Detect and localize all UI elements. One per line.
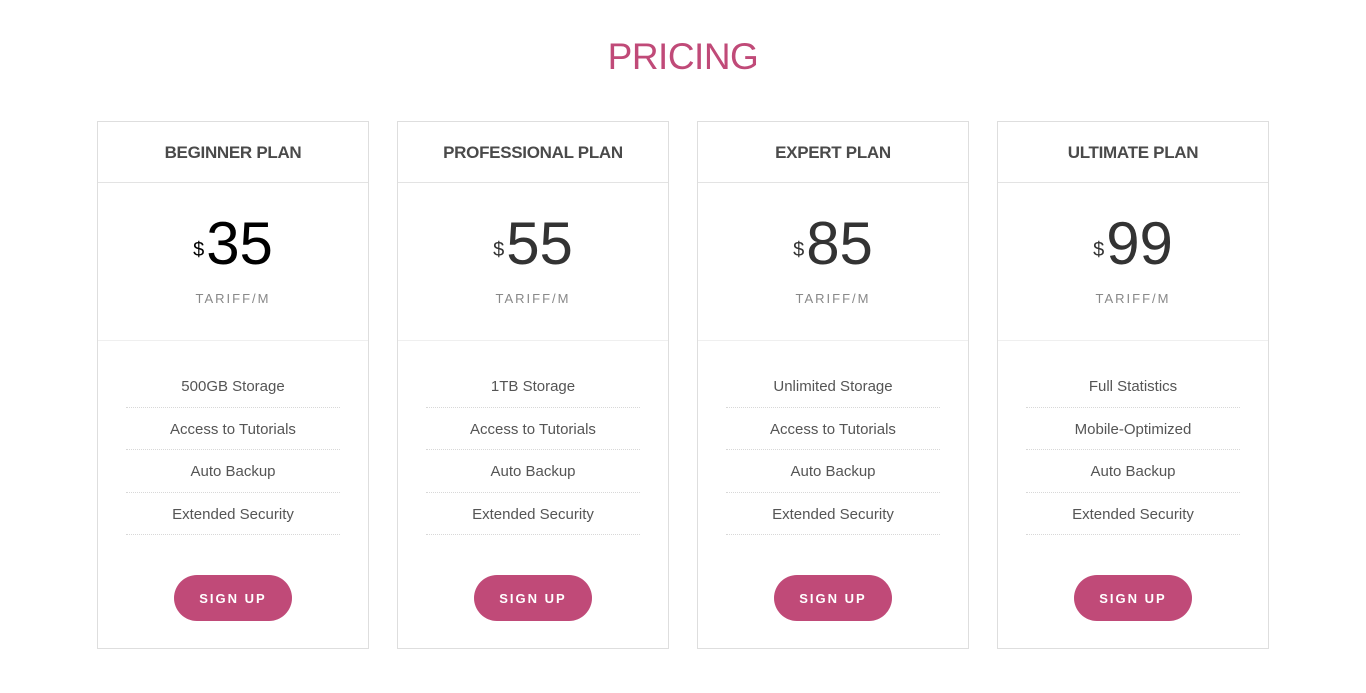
price-period: TARIFF/M	[1095, 291, 1171, 306]
sign-up-button[interactable]: SIGN UP	[474, 575, 592, 621]
currency-symbol: $	[493, 239, 505, 261]
price-value: 85	[806, 210, 873, 277]
pricing-card: EXPERT PLAN $85 TARIFF/M Unlimited Stora…	[697, 121, 969, 649]
plan-name: ULTIMATE PLAN	[998, 122, 1268, 183]
feature-item: Access to Tutorials	[426, 408, 640, 450]
pricing-card: PROFESSIONAL PLAN $55 TARIFF/M 1TB Stora…	[397, 121, 669, 649]
feature-item: Unlimited Storage	[726, 365, 940, 408]
feature-list: 1TB Storage Access to Tutorials Auto Backu…	[398, 365, 668, 535]
price-period: TARIFF/M	[795, 291, 871, 306]
feature-list: 500GB Storage Access to Tutorials Auto Bac…	[98, 365, 368, 535]
pricing-card: ULTIMATE PLAN $99 TARIFF/M Full Statisti…	[997, 121, 1269, 649]
feature-item: Extended Security	[126, 493, 340, 535]
feature-item: Mobile-Optimized	[1026, 408, 1240, 450]
plan-price: $35	[98, 209, 368, 279]
feature-list: Unlimited Storage Access to Tutorials Auto…	[698, 365, 968, 535]
feature-item: Access to Tutorials	[726, 408, 940, 450]
plan-name: PROFESSIONAL PLAN	[398, 122, 668, 183]
feature-item: Auto Backup	[726, 450, 940, 493]
price-period: TARIFF/M	[195, 291, 271, 306]
feature-item: Auto Backup	[426, 450, 640, 493]
price-value: 35	[206, 210, 273, 277]
plan-name: BEGINNER PLAN	[98, 122, 368, 183]
feature-item: Auto Backup	[126, 450, 340, 493]
sign-up-button[interactable]: SIGN UP	[174, 575, 292, 621]
price-period: TARIFF/M	[495, 291, 571, 306]
feature-item: Extended Security	[426, 493, 640, 535]
page-title: PRICING	[607, 36, 759, 77]
feature-item: 1TB Storage	[426, 365, 640, 408]
currency-symbol: $	[793, 239, 805, 261]
pricing-card: BEGINNER PLAN $35 TARIFF/M 500GB Storage…	[97, 121, 369, 649]
feature-item: Full Statistics	[1026, 365, 1240, 408]
plan-name: EXPERT PLAN	[698, 122, 968, 183]
currency-symbol: $	[193, 239, 205, 261]
price-value: 55	[506, 210, 573, 277]
currency-symbol: $	[1093, 239, 1105, 261]
price-value: 99	[1106, 210, 1173, 277]
plan-price: $55	[398, 209, 668, 279]
feature-item: Auto Backup	[1026, 450, 1240, 493]
price-section: $55 TARIFF/M	[398, 183, 668, 341]
feature-item: Extended Security	[726, 493, 940, 535]
sign-up-button[interactable]: SIGN UP	[774, 575, 892, 621]
price-section: $85 TARIFF/M	[698, 183, 968, 341]
feature-item: Extended Security	[1026, 493, 1240, 535]
sign-up-button[interactable]: SIGN UP	[1074, 575, 1192, 621]
price-section: $35 TARIFF/M	[98, 183, 368, 341]
feature-list: Full Statistics Mobile-Optimized Auto Back…	[998, 365, 1268, 535]
feature-item: 500GB Storage	[126, 365, 340, 408]
plan-price: $85	[698, 209, 968, 279]
price-section: $99 TARIFF/M	[998, 183, 1268, 341]
feature-item: Access to Tutorials	[126, 408, 340, 450]
plan-price: $99	[998, 209, 1268, 279]
